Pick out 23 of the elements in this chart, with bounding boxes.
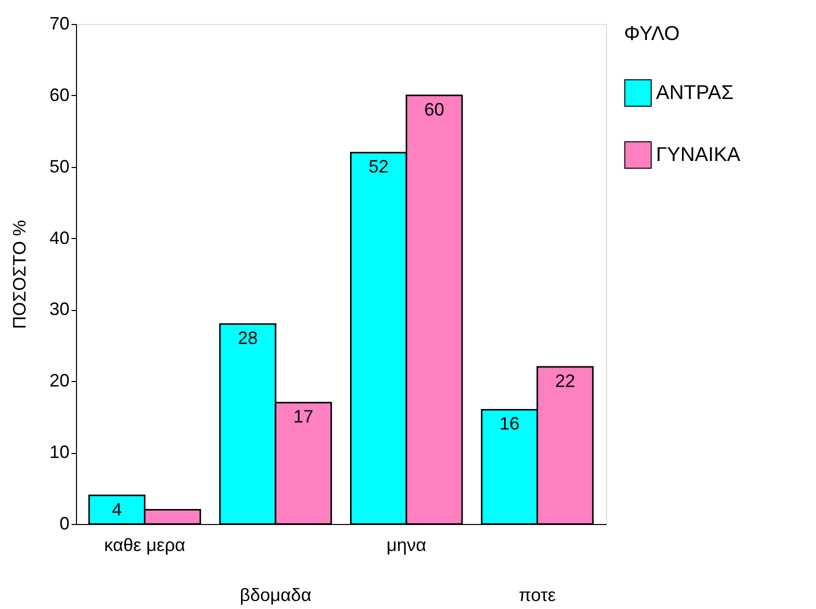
y-axis-title: ΠΟΣΟΣΤΟ %: [9, 220, 30, 329]
data-label: 28: [238, 328, 258, 348]
y-tick-label: 50: [49, 156, 70, 176]
data-label: 16: [499, 414, 520, 434]
data-label: 22: [555, 370, 576, 391]
x-tick-label: ποτε: [518, 585, 556, 605]
x-tick-label: βδομαδα: [240, 585, 312, 605]
data-label: 52: [368, 156, 389, 177]
data-label: 4: [112, 499, 122, 520]
legend-label: ΑΝΤΡΑΣ: [656, 82, 734, 104]
y-tick-label: 40: [49, 228, 70, 248]
y-tick-label: 30: [49, 299, 70, 320]
y-tick-label: 20: [49, 370, 70, 391]
y-tick-label: 70: [49, 14, 70, 34]
legend-title: ΦΥΛΟ: [624, 23, 680, 45]
x-tick-label: μηνα: [386, 535, 426, 555]
y-tick-label: 0: [59, 514, 70, 534]
data-label: 60: [424, 99, 444, 120]
y-tick-label: 60: [49, 84, 70, 105]
y-tick-label: 10: [49, 442, 70, 462]
x-tick-label: καθε μερα: [104, 535, 186, 555]
legend-label: ΓΥΝΑΙΚΑ: [656, 144, 742, 166]
data-label: 17: [293, 406, 314, 427]
